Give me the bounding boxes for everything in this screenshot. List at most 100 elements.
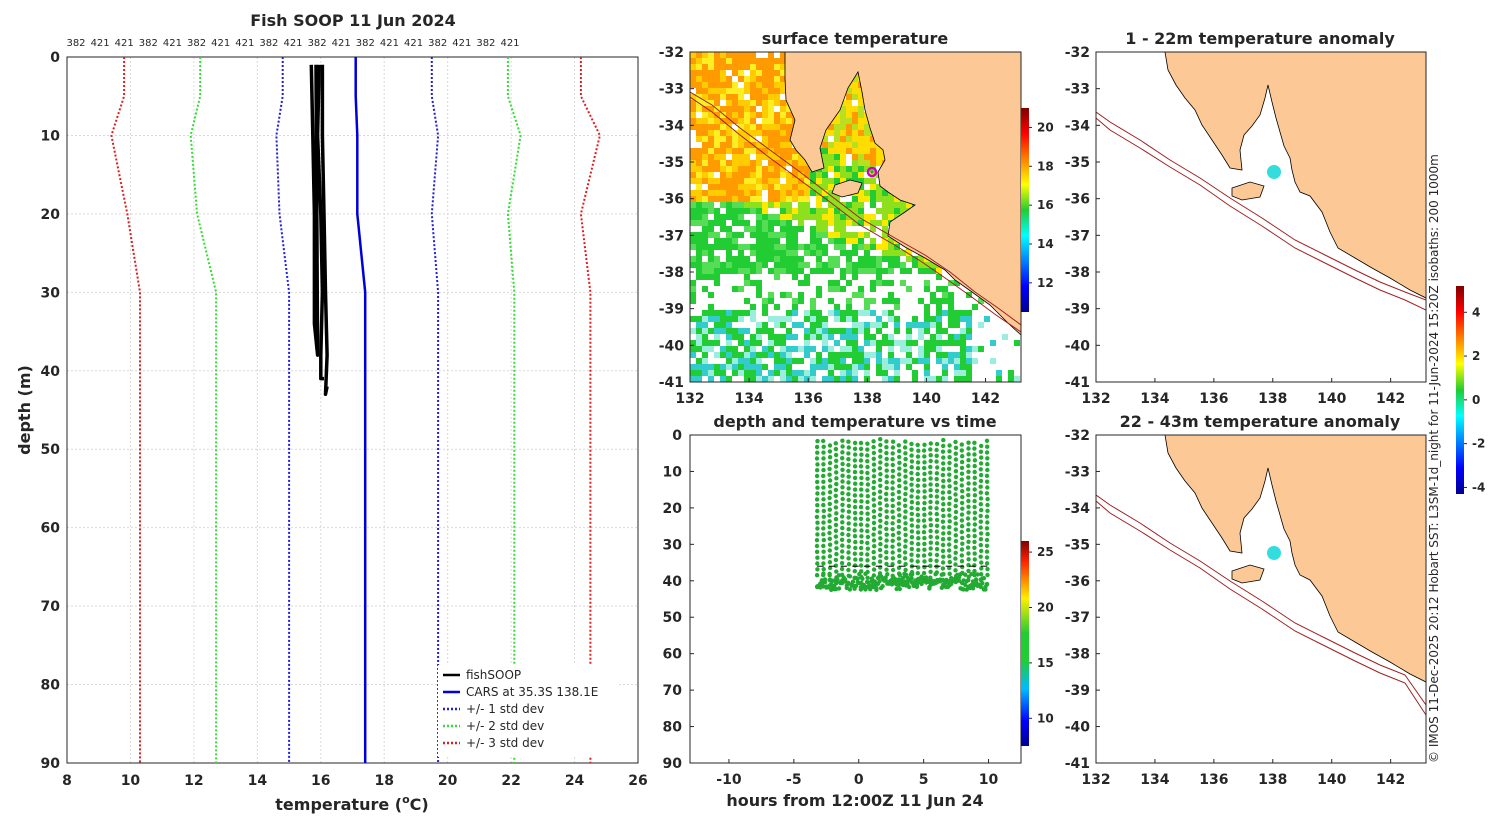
dt-point [921, 553, 927, 558]
dt-point [865, 546, 870, 551]
sst-cell [708, 190, 714, 196]
sst-cell [720, 346, 726, 352]
dt-point [909, 459, 915, 464]
a1-y-ticks: -32-33-34-35-36-37-38-39-40-41 [1065, 45, 1100, 391]
dt-point [815, 508, 820, 514]
sst-cell [690, 244, 696, 250]
sst-cell [720, 148, 726, 154]
sst-cell [888, 238, 894, 244]
sst-cell [846, 202, 852, 208]
sst-cell [726, 352, 732, 358]
sst-cell [726, 82, 732, 88]
dt-point [846, 480, 851, 485]
dt-point [846, 468, 851, 474]
dt-point [966, 492, 971, 498]
sst-cell [960, 346, 966, 352]
dt-point [928, 528, 933, 534]
sst-cell [810, 172, 816, 178]
dt-point [853, 545, 858, 551]
dt-point [884, 561, 889, 567]
sst-cell [738, 142, 744, 148]
profile-y-tick-label: 30 [41, 285, 61, 301]
sst-cell [864, 118, 870, 124]
sst-cell [768, 190, 774, 196]
sst-cell [834, 328, 840, 334]
sst-cell [756, 124, 762, 130]
dt-point [972, 533, 977, 539]
sst-cell [828, 160, 834, 166]
sst-cell [846, 310, 852, 316]
sst-cell [702, 148, 708, 154]
dt-point [871, 561, 876, 566]
sst-cell [846, 166, 852, 172]
sst-island [831, 179, 863, 198]
sst-cell [708, 304, 714, 310]
sst-cell [690, 172, 696, 178]
sst-cell [774, 112, 780, 118]
sst-cell [900, 202, 906, 208]
sst-cell [912, 322, 918, 328]
sst-cell [858, 118, 864, 124]
sst-cell [714, 196, 720, 202]
dt-point [953, 445, 959, 450]
dt-point [884, 468, 889, 473]
sst-cell [750, 358, 756, 364]
dt-point [821, 567, 826, 572]
dt-point [827, 519, 832, 524]
sst-vessel-marker [866, 166, 878, 178]
sst-cell [852, 76, 858, 82]
sst-y-ticks: -32-33-34-35-36-37-38-39-40-41 [659, 45, 694, 391]
sst-cell [936, 310, 942, 316]
dt-point [896, 530, 901, 535]
sst-cell [876, 316, 882, 322]
dt-point [959, 483, 964, 488]
sst-cell [696, 328, 702, 334]
colorbar-tick-label: 15 [1037, 656, 1054, 670]
sst-cell [858, 130, 864, 136]
sst-cell [726, 256, 732, 262]
profile-panel: 8 10 12 14 16 18 20 22 24 26 0102030405060708090 … [15, 11, 648, 814]
sst-cell [960, 334, 966, 340]
sst-cell [834, 286, 840, 292]
dt-point [972, 493, 978, 498]
dt-point [840, 450, 845, 455]
sst-cell [696, 160, 702, 166]
sst-cell [774, 76, 780, 82]
sst-cell [696, 256, 702, 262]
sst-cell [780, 316, 786, 322]
dt-point [896, 536, 902, 541]
dt-point [884, 503, 889, 508]
sst-cell [780, 352, 786, 358]
sst-cell [804, 166, 810, 172]
sst-cell [936, 334, 942, 340]
dt-point [953, 538, 959, 544]
sst-cell [738, 154, 744, 160]
sst-cell [726, 58, 732, 64]
sst-cell [834, 226, 840, 232]
sst-cell [804, 208, 810, 214]
sst-cell [756, 208, 762, 214]
dt-point [915, 501, 920, 506]
sst-cell [780, 232, 786, 238]
sst-cell [768, 52, 774, 58]
sst-cell [840, 148, 846, 154]
dt-point [959, 471, 965, 476]
sst-cell [768, 106, 774, 112]
dt-point [821, 520, 826, 525]
sst-cell [762, 298, 768, 304]
sst-cell [786, 244, 792, 250]
dt-point [902, 515, 908, 520]
sst-cell [732, 220, 738, 226]
dt-point [978, 496, 984, 501]
sst-cell [834, 148, 840, 154]
sst-cell [792, 358, 798, 364]
sst-cell [714, 58, 720, 64]
sst-cell [870, 280, 876, 286]
dt-point [815, 520, 820, 525]
dt-point [928, 458, 933, 464]
sst-cell [786, 292, 792, 298]
sst-cell [846, 136, 852, 142]
sst-cell [720, 190, 726, 196]
map-y-tick-label: -35 [1065, 537, 1090, 553]
dt-point [947, 513, 952, 518]
